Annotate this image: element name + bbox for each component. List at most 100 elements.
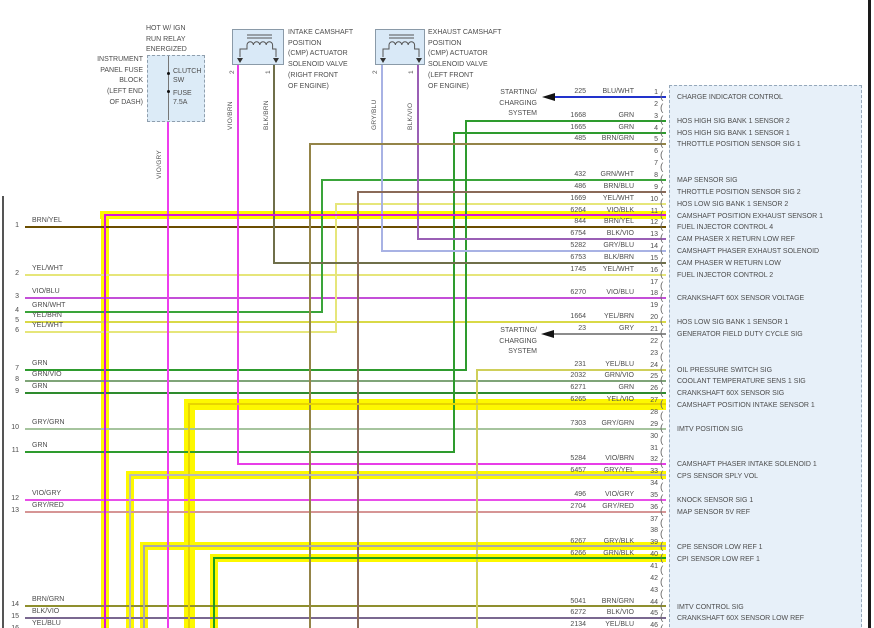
pin-wire-color: YEL/WHT xyxy=(602,195,634,202)
pin-wire-number: 1668 xyxy=(570,112,586,119)
wire-w2-yel-wht xyxy=(25,274,666,276)
pin-number: 16 xyxy=(650,267,658,274)
wire-int-blk-brn xyxy=(273,63,275,264)
pin-number: 33 xyxy=(650,468,658,475)
pin-wire-number: 6753 xyxy=(570,254,586,261)
intake-pin1-number: 1 xyxy=(265,70,272,74)
pin-bracket: ( xyxy=(660,399,664,410)
left-wire-number: 12 xyxy=(11,495,19,502)
pin-bracket: ( xyxy=(660,601,664,612)
pin-wire-color: YEL/VIO xyxy=(606,396,634,403)
left-wire-color-label: YEL/BLU xyxy=(32,620,61,627)
pcm-connector-block xyxy=(669,85,862,628)
pin-signal-label: CAM PHASER W RETURN LOW xyxy=(677,260,781,267)
pin-number: 37 xyxy=(650,516,658,523)
pin-number: 29 xyxy=(650,421,658,428)
pin-signal-label: CAMSHAFT POSITION INTAKE SENSOR 1 xyxy=(677,402,815,409)
pin-bracket: ( xyxy=(660,364,664,375)
fuse-internal-wire xyxy=(167,56,169,120)
pin-number: 44 xyxy=(650,599,658,606)
pin-signal-label: FUEL INJECTOR CONTROL 2 xyxy=(677,272,774,279)
pin-wire-number: 6754 xyxy=(570,230,586,237)
pin-wire-color: BLK/BRN xyxy=(604,254,634,261)
pin-number: 20 xyxy=(650,314,658,321)
pin-signal-label: HOS HIGH SIG BANK 1 SENSOR 2 xyxy=(677,118,790,125)
pin-bracket: ( xyxy=(660,423,664,434)
wire-p9-brn-blu xyxy=(357,191,359,628)
left-wire-color-label: GRN xyxy=(32,383,48,390)
pin-wire-color: BLK/VIO xyxy=(606,230,634,237)
pin-bracket: ( xyxy=(660,221,664,232)
pin-bracket: ( xyxy=(660,470,664,481)
pin-bracket: ( xyxy=(660,565,664,576)
wire-p11-vio-blk xyxy=(104,214,106,628)
pin-number: 22 xyxy=(650,338,658,345)
pin-signal-label: HOS LOW SIG BANK 1 SENSOR 1 xyxy=(677,319,789,326)
pin-wire-color: YEL/BLU xyxy=(605,621,634,628)
wire-w4-grn-wht xyxy=(321,179,323,313)
wire-int-vio-brn xyxy=(237,463,666,465)
left-wire-color-label: GRN/WHT xyxy=(32,302,66,309)
pin-signal-label: IMTV CONTROL SIG xyxy=(677,604,744,611)
pin-wire-number: 6457 xyxy=(570,467,586,474)
pin-wire-color: GRN xyxy=(618,124,634,131)
pin-wire-color: BRN/GRN xyxy=(601,598,634,605)
pin-wire-number: 486 xyxy=(574,183,586,190)
pin-number: 36 xyxy=(650,504,658,511)
pin-number: 10 xyxy=(650,196,658,203)
pin-number: 21 xyxy=(650,326,658,333)
pin-bracket: ( xyxy=(660,411,664,422)
pin-bracket: ( xyxy=(660,115,664,126)
intake-wire2-color-label: VIO/BRN xyxy=(227,101,234,130)
wire-p33-gry-yel xyxy=(129,474,666,476)
solenoid-coil-icon xyxy=(380,34,422,63)
pin-wire-color: BLU/WHT xyxy=(602,88,635,95)
wire-w7-grn xyxy=(25,369,467,371)
pin-number: 5 xyxy=(654,136,658,143)
pin-number: 42 xyxy=(650,575,658,582)
pin-number: 4 xyxy=(654,125,658,132)
pin-bracket: ( xyxy=(660,316,664,327)
pin-number: 39 xyxy=(650,539,658,546)
pin-number: 15 xyxy=(650,255,658,262)
wire-w9-grn xyxy=(25,392,666,394)
left-wire-color-label: BRN/YEL xyxy=(32,217,62,224)
wire-exh-blk-vio xyxy=(417,238,666,240)
exhaust-cmp-solenoid-box xyxy=(375,29,425,65)
left-wire-number: 9 xyxy=(15,388,19,395)
pin-number: 14 xyxy=(650,243,658,250)
fuse-block-box xyxy=(147,55,205,122)
solenoid-coil-icon xyxy=(237,34,279,63)
wire-p24-yel-blu xyxy=(476,369,478,628)
pin-wire-color: YEL/WHT xyxy=(602,266,634,273)
left-wire-color-label: YEL/WHT xyxy=(32,322,64,329)
pin-bracket: ( xyxy=(660,589,664,600)
pin-wire-color: GRY/RED xyxy=(602,503,634,510)
left-wire-number: 7 xyxy=(15,365,19,372)
wire-fuse-vio-gry xyxy=(167,120,169,628)
pin-number: 12 xyxy=(650,219,658,226)
pin-number: 9 xyxy=(654,184,658,191)
pin-bracket: ( xyxy=(660,352,664,363)
pin-signal-label: CPS SENSOR SPLY VOL xyxy=(677,473,759,480)
pin-signal-label: THROTTLE POSITION SENSOR SIG 1 xyxy=(677,141,801,148)
pin-number: 32 xyxy=(650,456,658,463)
pin-number: 34 xyxy=(650,480,658,487)
wire-p11-vio-blk xyxy=(104,214,666,216)
pin-wire-color: BLK/VIO xyxy=(606,609,634,616)
pin-wire-number: 5041 xyxy=(570,598,586,605)
left-wire-number: 16 xyxy=(4,625,19,628)
pin-wire-number: 225 xyxy=(574,88,586,95)
left-wire-number: 10 xyxy=(11,424,19,431)
pin-signal-label: CPI SENSOR LOW REF 1 xyxy=(677,556,760,563)
pin-number: 28 xyxy=(650,409,658,416)
intake-cmp-label: INTAKE CAMSHAFT POSITION (CMP) ACTUATOR … xyxy=(288,29,354,90)
pin-wire-color: GRN/WHT xyxy=(600,171,634,178)
left-wire-number: 6 xyxy=(15,327,19,334)
pin-bracket: ( xyxy=(660,506,664,517)
wire-exh-blk-vio xyxy=(417,63,419,240)
intake-cmp-solenoid-box xyxy=(232,29,284,65)
pin-wire-number: 6271 xyxy=(570,384,586,391)
pin-wire-number: 231 xyxy=(574,361,586,368)
